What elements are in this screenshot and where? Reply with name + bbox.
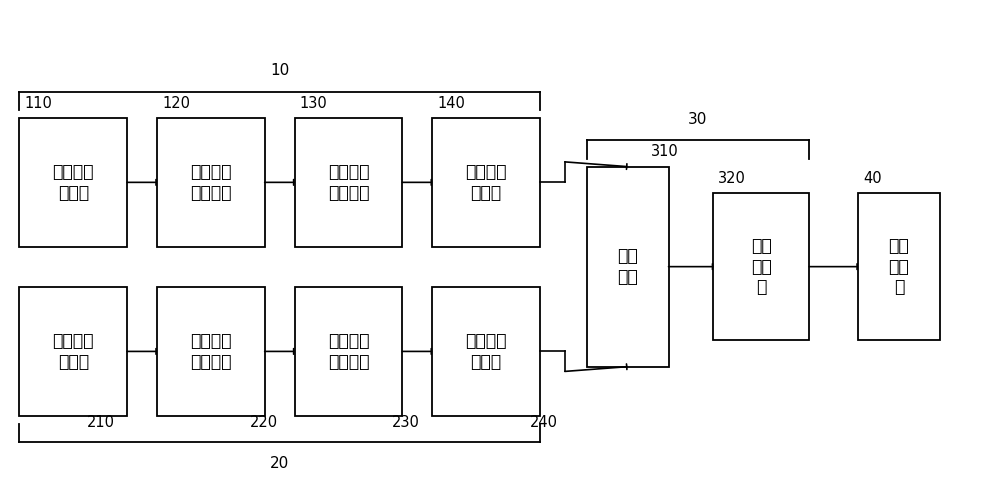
Bar xyxy=(19,287,127,416)
Text: 第二偏振
控制器: 第二偏振 控制器 xyxy=(465,332,507,371)
Text: 40: 40 xyxy=(863,171,882,186)
Text: 第一飞秒
激光源: 第一飞秒 激光源 xyxy=(52,163,94,202)
Text: 120: 120 xyxy=(162,96,190,111)
Text: 210: 210 xyxy=(87,415,115,430)
Bar xyxy=(858,193,940,341)
Bar xyxy=(295,287,402,416)
Text: 第二飞秒
激光源: 第二飞秒 激光源 xyxy=(52,332,94,371)
Text: 20: 20 xyxy=(270,456,289,471)
Text: 220: 220 xyxy=(250,415,278,430)
Text: 第二可调
光滤波器: 第二可调 光滤波器 xyxy=(190,332,232,371)
Text: 光电
导天
线: 光电 导天 线 xyxy=(889,237,909,297)
Bar xyxy=(713,193,809,341)
Text: 110: 110 xyxy=(24,96,52,111)
Text: 第二色散
拉伸单元: 第二色散 拉伸单元 xyxy=(328,332,369,371)
Text: 140: 140 xyxy=(437,96,465,111)
Bar xyxy=(432,287,540,416)
Bar xyxy=(19,118,127,247)
Bar xyxy=(432,118,540,247)
Text: 30: 30 xyxy=(688,112,708,126)
Text: 耦合
单元: 耦合 单元 xyxy=(617,247,638,286)
Bar xyxy=(157,287,265,416)
Text: 130: 130 xyxy=(300,96,327,111)
Bar xyxy=(157,118,265,247)
Text: 第一可调
光滤波器: 第一可调 光滤波器 xyxy=(190,163,232,202)
Text: 第一偏振
控制器: 第一偏振 控制器 xyxy=(465,163,507,202)
Text: 光放
大单
元: 光放 大单 元 xyxy=(751,237,772,297)
Text: 10: 10 xyxy=(270,63,289,78)
Text: 230: 230 xyxy=(392,415,420,430)
Text: 第一色散
拉伸单元: 第一色散 拉伸单元 xyxy=(328,163,369,202)
Bar xyxy=(295,118,402,247)
Text: 310: 310 xyxy=(651,145,678,160)
Text: 320: 320 xyxy=(718,171,746,186)
Text: 240: 240 xyxy=(530,415,558,430)
Bar xyxy=(587,167,669,366)
